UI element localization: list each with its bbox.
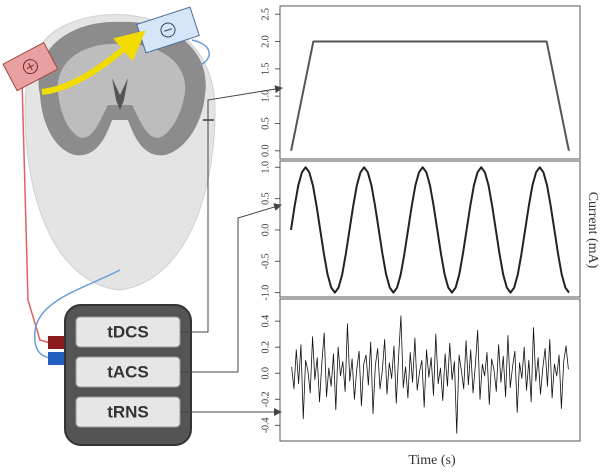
button-label: tRNS [107, 402, 149, 421]
y-tick-label: -0.4 [260, 417, 271, 433]
y-axis-title: Current (mA) [585, 192, 600, 269]
plot-frame [279, 5, 581, 160]
y-tick-label: 0.0 [260, 145, 271, 158]
y-tick-label: 1.5 [260, 63, 271, 76]
red-wire [21, 79, 51, 344]
y-tick-label: 0.0 [260, 367, 271, 380]
y-tick-label: 2.0 [260, 35, 271, 48]
y-tick-label: -1.0 [260, 285, 271, 301]
signal-line [289, 166, 570, 294]
ventricle [112, 78, 128, 110]
y-tick-label: 1.0 [260, 90, 271, 103]
y-tick-label: -0.2 [260, 391, 271, 407]
blue-wire [33, 39, 210, 359]
y-tick-label: 0.2 [260, 341, 271, 354]
button-label: tDCS [107, 322, 149, 341]
signal-line [291, 315, 569, 434]
y-tick-label: 0.4 [260, 315, 271, 328]
y-tick-label: 1.0 [260, 161, 271, 174]
current-arrow [41, 30, 146, 95]
white-matter [57, 43, 186, 138]
y-tick-label: 0.0 [260, 224, 271, 237]
anode-electrode [2, 41, 59, 92]
y-tick-label: 2.5 [260, 8, 271, 21]
x-axis-title: Time (s) [408, 453, 456, 468]
connector [180, 85, 283, 333]
signal-line [290, 40, 570, 151]
y-tick-label: -0.5 [260, 253, 271, 269]
y-tick-label: 0.5 [260, 192, 271, 205]
plot-frame [279, 160, 581, 298]
connector [180, 203, 282, 373]
red-plug [48, 336, 66, 349]
plot-frame [279, 298, 581, 442]
y-tick-label: 0.5 [260, 117, 271, 130]
blue-plug [48, 352, 66, 365]
button-label: tACS [107, 362, 149, 381]
